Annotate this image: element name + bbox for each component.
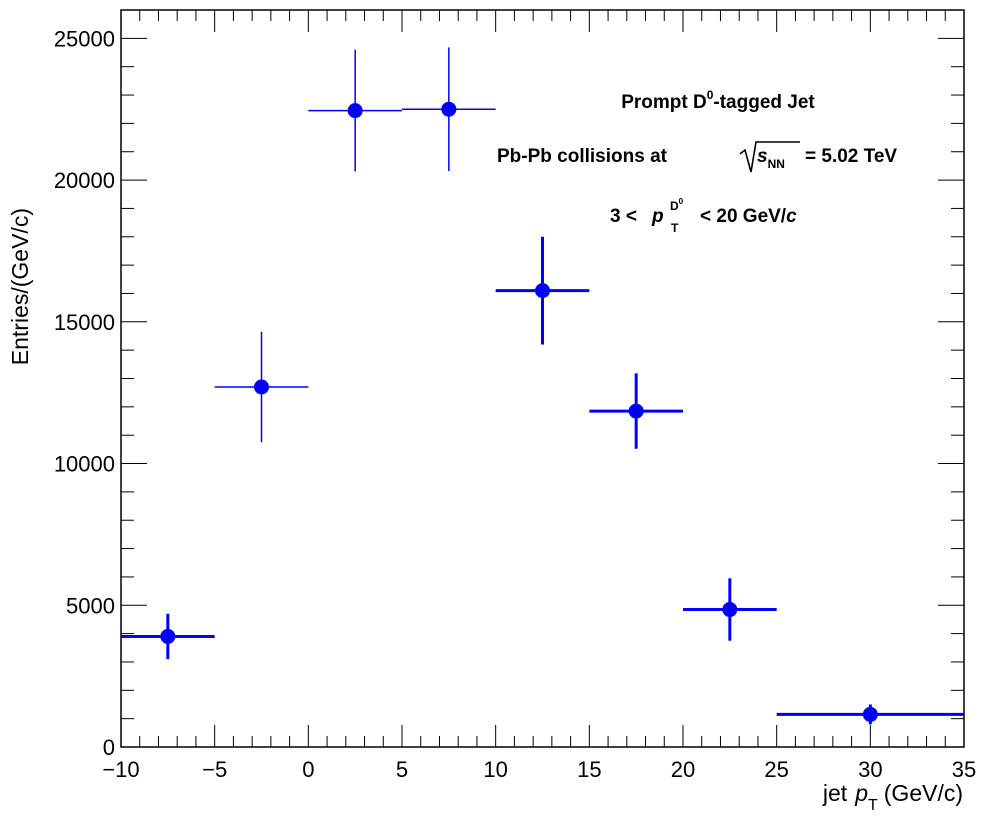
y-tick-label: 10000 [54, 452, 115, 477]
y-tick-label: 20000 [54, 168, 115, 193]
annotation-pt: p [651, 206, 664, 227]
x-axis-title-prefix: jet [822, 780, 848, 806]
data-point [776, 704, 964, 725]
data-marker [160, 628, 176, 644]
x-axis-title-unit: (GeV/c) [884, 780, 963, 806]
plot-frame [120, 9, 965, 748]
annotation-sqrt-s: sNN [757, 146, 785, 171]
x-tick-label: 0 [302, 757, 314, 782]
y-tick-label: 0 [103, 735, 115, 760]
x-axis-title-var: p [854, 780, 868, 806]
data-marker [254, 379, 269, 395]
tick-labels: −10 −5 0 5 10 15 20 25 30 35 0 5000 10000 15000 20000 2… [54, 26, 976, 782]
annotation-collisions: Pb-Pb collisions at [497, 146, 668, 167]
data-marker [628, 403, 644, 419]
annotation-pt-sup-0: 0 [679, 197, 684, 206]
x-tick-label: −5 [202, 757, 227, 782]
data-point [589, 373, 683, 449]
y-tick-label: 25000 [54, 26, 115, 51]
annotation-title: Prompt D0-tagged Jet [621, 88, 815, 113]
data-marker [535, 283, 550, 299]
annotation-energy: = 5.02 TeV [805, 146, 897, 167]
annotation-range-right-a: < 20 GeV/ [700, 206, 787, 227]
y-tick-label: 15000 [54, 310, 115, 335]
data-marker [347, 103, 363, 119]
annotation-pt-sup-d: D [670, 199, 679, 213]
annotation-pt-sub: T [671, 221, 679, 235]
x-tick-label: 35 [952, 757, 976, 782]
data-marker [441, 101, 457, 117]
data-point [683, 578, 777, 641]
data-marker [862, 706, 878, 722]
annotation-s: s [757, 146, 768, 167]
data-point [214, 331, 309, 443]
x-tick-label: 25 [764, 757, 788, 782]
annotation-title-b: -tagged Jet [713, 92, 815, 113]
y-axis-title: Entries/(GeV/c) [7, 208, 33, 365]
data-point [402, 47, 496, 172]
annotation-c: c [786, 206, 797, 227]
annotation-title-a: Prompt D [621, 92, 707, 113]
annotation-s-sub: NN [768, 157, 785, 171]
x-axis-title-sub: T [868, 797, 878, 814]
data-marker [722, 602, 738, 618]
y-tick-label: 5000 [66, 593, 115, 618]
x-tick-label: −10 [102, 757, 139, 782]
x-tick-label: 30 [858, 757, 882, 782]
annotation-pt-sup: D0 [670, 197, 684, 213]
x-tick-label: 10 [483, 757, 507, 782]
x-tick-label: 5 [396, 757, 408, 782]
annotation-range-right: < 20 GeV/c [700, 206, 797, 227]
data-point [121, 613, 215, 660]
sqrt-symbol [739, 141, 800, 173]
x-axis-title: jet pT (GeV/c) [822, 780, 963, 814]
data-points [121, 47, 964, 725]
x-tick-label: 15 [577, 757, 601, 782]
annotation-title-sup: 0 [707, 88, 714, 102]
tick-marks [120, 9, 965, 748]
x-tick-label: 20 [671, 757, 695, 782]
annotation-collisions-a: Pb-Pb collisions at [497, 146, 668, 167]
data-point [495, 236, 590, 345]
data-point [308, 49, 402, 172]
annotation-range-left: 3 < [610, 206, 637, 227]
